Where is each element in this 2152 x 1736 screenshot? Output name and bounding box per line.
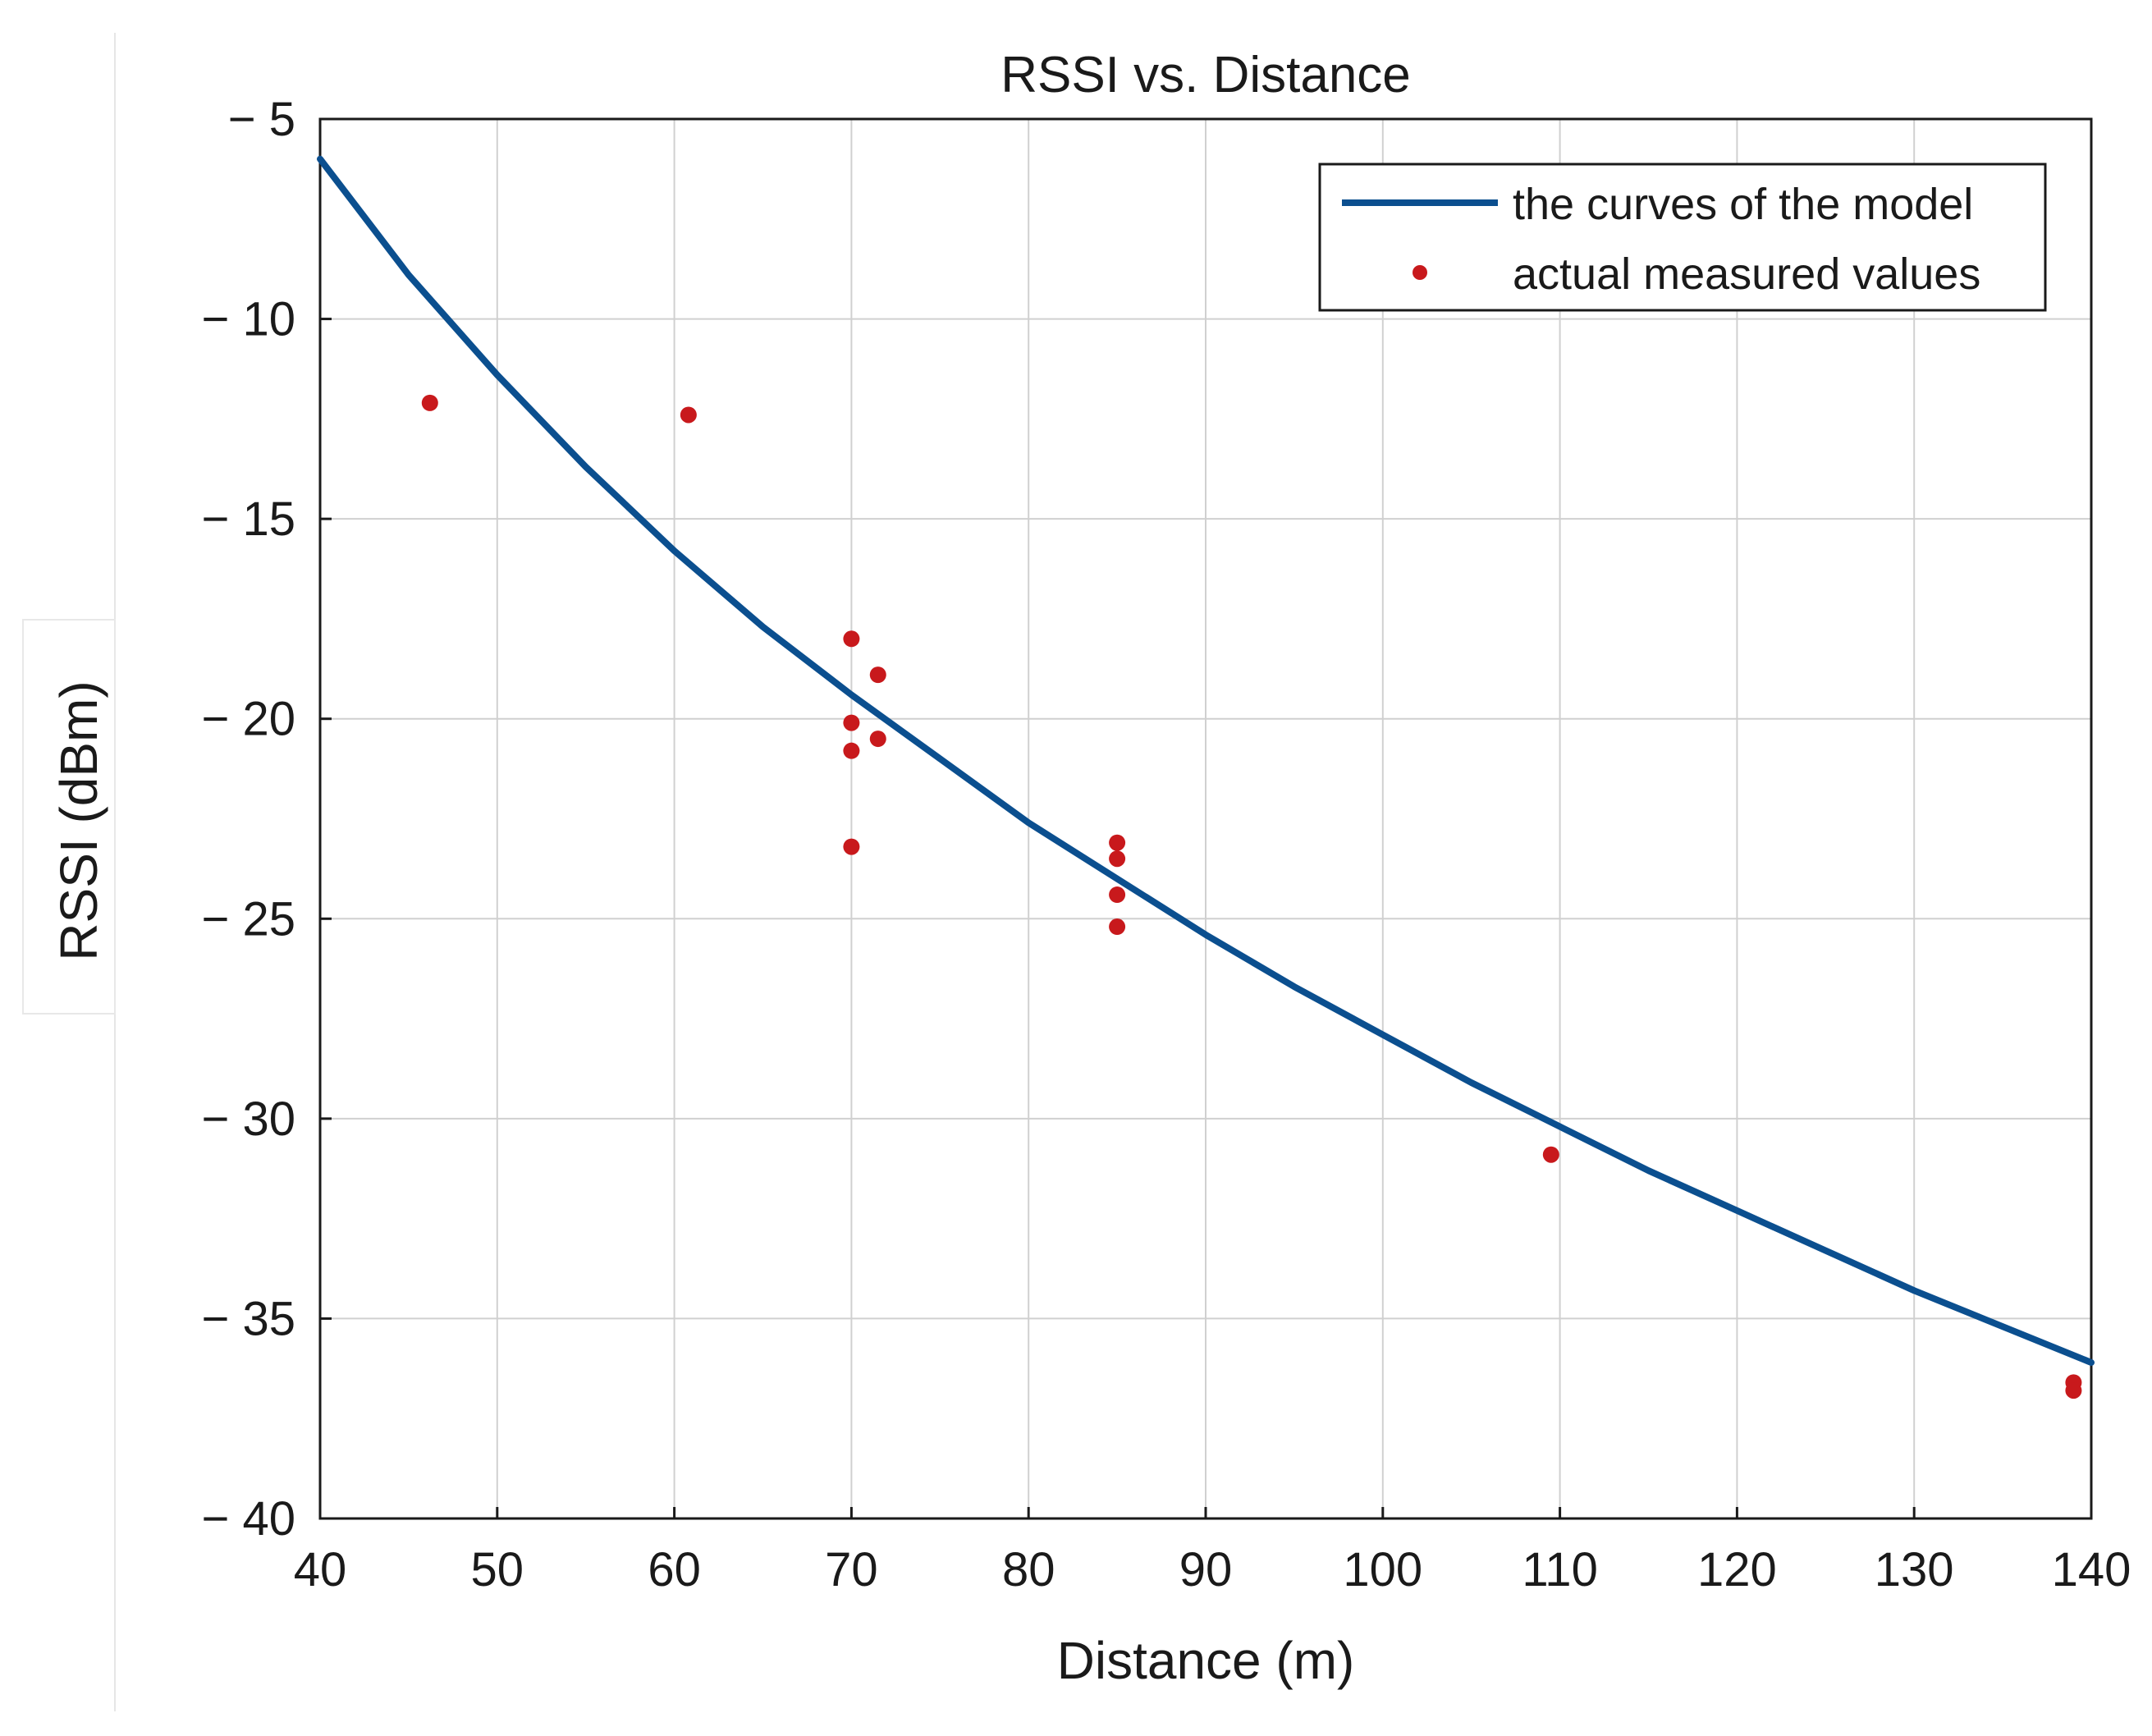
y-tick-label: − 30 [202, 1092, 296, 1146]
legend-label-measured: actual measured values [1513, 250, 1980, 299]
y-tick-label: − 10 [202, 293, 296, 346]
x-tick-label: 100 [1343, 1543, 1422, 1596]
x-tick-label: 110 [1522, 1543, 1597, 1596]
measured-point [843, 714, 860, 731]
measured-point [1109, 886, 1126, 904]
measured-point [843, 742, 860, 759]
y-axis-label-box [22, 619, 116, 1015]
legend: the curves of the model actual measured … [1318, 163, 2047, 312]
measured-point [1109, 918, 1126, 936]
measured-point [843, 630, 860, 648]
model-curve-line [317, 155, 2095, 1366]
y-tick-label: − 5 [228, 93, 295, 146]
x-tick-label: 60 [648, 1543, 701, 1596]
x-tick-label: 120 [1697, 1543, 1777, 1596]
measured-point [2065, 1382, 2082, 1399]
chart-title: RSSI vs. Distance [1000, 47, 1411, 103]
series-group [317, 155, 2095, 1399]
measured-point [1542, 1146, 1559, 1163]
measured-point [1109, 850, 1126, 868]
x-tick-label: 90 [1179, 1543, 1233, 1596]
x-tick-label: 50 [471, 1543, 524, 1596]
y-axis-label: RSSI (dBm) [49, 680, 108, 960]
grid [319, 118, 2092, 1519]
measured-point [680, 406, 697, 424]
legend-box [1318, 163, 2047, 312]
x-tick-label: 70 [825, 1543, 878, 1596]
measured-point [869, 666, 886, 684]
axis-ticks: 40 50 60 70 80 90 100 110 120 130 140 − 5 − 10 − 15 − … [202, 93, 2131, 1596]
measured-point [1109, 834, 1126, 851]
x-tick-label: 140 [2052, 1543, 2131, 1596]
measured-point [421, 394, 438, 411]
y-tick-label: − 15 [202, 492, 296, 546]
measured-point [843, 838, 860, 855]
legend-label-model: the curves of the model [1513, 180, 1973, 229]
x-axis-label: Distance (m) [1057, 1631, 1355, 1690]
x-tick-label: 130 [1875, 1543, 1954, 1596]
y-tick-label: − 40 [202, 1492, 296, 1546]
y-tick-label: − 20 [202, 693, 296, 746]
y-tick-label: − 25 [202, 892, 296, 946]
legend-dot-swatch [1413, 265, 1427, 280]
measured-point [869, 731, 886, 748]
y-tick-label: − 35 [202, 1292, 296, 1345]
x-tick-label: 40 [294, 1543, 347, 1596]
x-tick-label: 80 [1002, 1543, 1055, 1596]
